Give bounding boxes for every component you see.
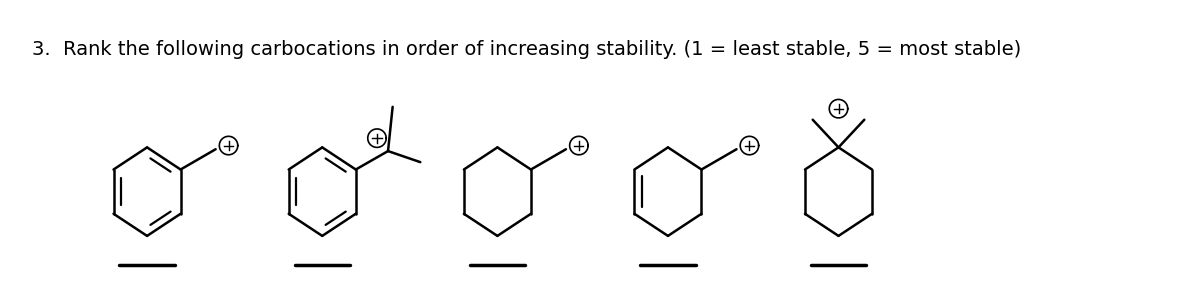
Text: 3.  Rank the following carbocations in order of increasing stability. (1 = least: 3. Rank the following carbocations in or… <box>32 40 1021 59</box>
